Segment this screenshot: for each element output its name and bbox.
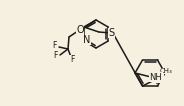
Text: NH: NH <box>150 73 162 82</box>
Text: S: S <box>109 28 115 38</box>
Text: O: O <box>76 25 84 35</box>
Text: N: N <box>156 73 163 83</box>
Text: CH₃: CH₃ <box>160 68 173 74</box>
Text: F: F <box>53 52 57 61</box>
Text: F: F <box>52 42 56 50</box>
Text: F: F <box>70 56 74 64</box>
Text: N: N <box>83 35 91 45</box>
